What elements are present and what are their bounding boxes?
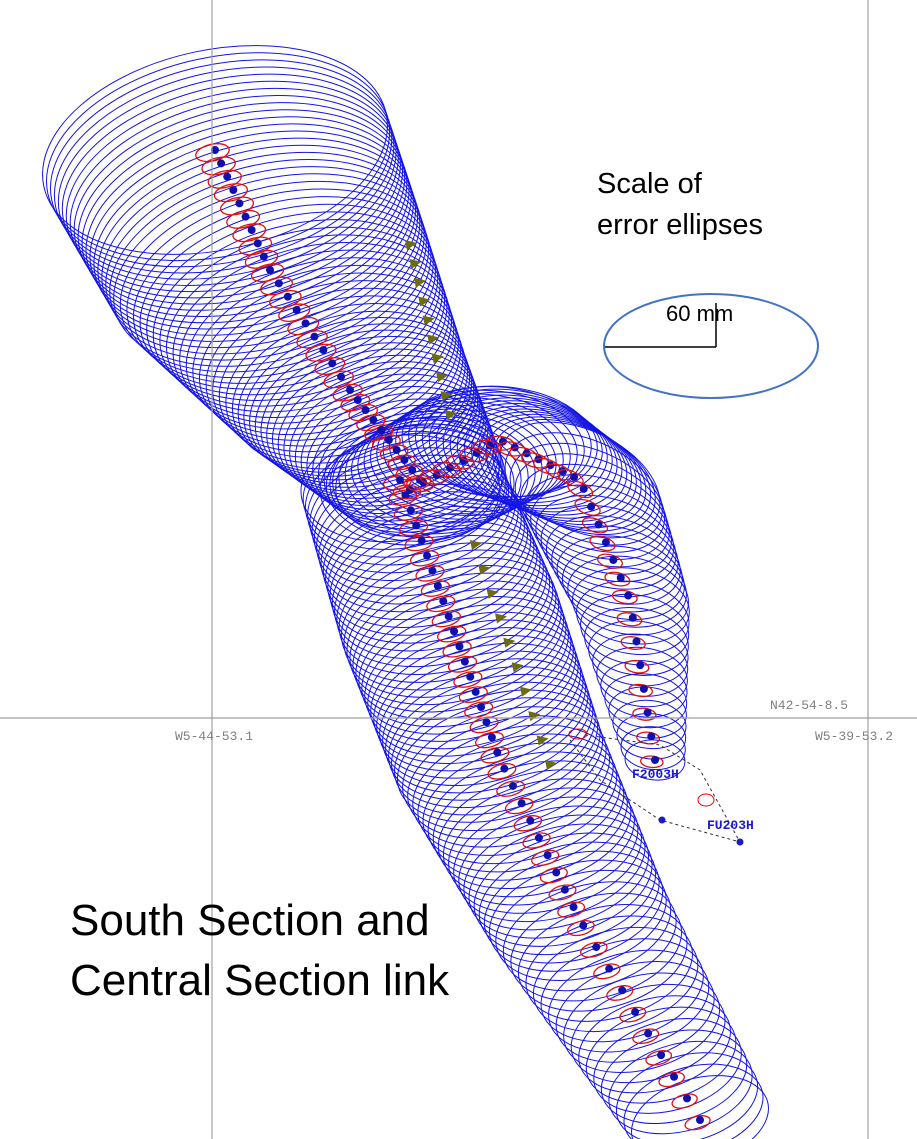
- station-dot: [400, 456, 408, 464]
- station-dot: [617, 574, 625, 582]
- scale-title: Scale of: [597, 168, 703, 200]
- coordinate-label: N42-54-8.5: [770, 698, 848, 713]
- station-dot: [393, 446, 401, 454]
- station-dot: [302, 319, 310, 327]
- station-dot: [346, 386, 354, 394]
- station-dot: [561, 886, 569, 894]
- station-dot: [696, 1116, 704, 1124]
- station-dot: [217, 159, 225, 167]
- station-dot: [235, 199, 243, 207]
- station-dot: [260, 253, 268, 261]
- station-dot: [455, 642, 463, 650]
- station-dot: [518, 799, 526, 807]
- coordinate-label: W5-39-53.2: [815, 729, 893, 744]
- station-dot: [651, 756, 659, 764]
- station-dot: [580, 485, 588, 493]
- diagram: W5-44-53.1 W5-39-53.2 N42-54-8.5 F2003H …: [0, 0, 917, 1139]
- station-dot: [450, 627, 458, 635]
- station-dot: [544, 851, 552, 859]
- station-dot: [624, 592, 632, 600]
- station-dot: [737, 839, 744, 846]
- station-dot: [477, 703, 485, 711]
- station-dot: [618, 986, 626, 994]
- station-dot: [362, 406, 370, 414]
- station-dot: [605, 965, 613, 973]
- station-dot: [223, 173, 231, 181]
- station-dot: [439, 597, 447, 605]
- station-dot: [396, 476, 404, 484]
- station-dot: [659, 817, 666, 824]
- station-dot: [412, 521, 420, 529]
- station-dot: [428, 567, 436, 575]
- station-dot: [670, 1073, 678, 1081]
- station-dot: [636, 661, 644, 669]
- station-dot: [493, 748, 501, 756]
- station-dot: [229, 186, 237, 194]
- station-dot: [482, 718, 490, 726]
- station-dot: [254, 239, 262, 247]
- station-dot: [632, 637, 640, 645]
- caption: South Section and: [70, 896, 430, 945]
- station-label: FU203H: [707, 818, 754, 833]
- station-dot: [293, 306, 301, 314]
- station-dot: [407, 506, 415, 514]
- station-dot: [609, 556, 617, 564]
- station-dot: [337, 373, 345, 381]
- station-dot: [472, 688, 480, 696]
- station-dot: [500, 765, 508, 773]
- station-dot: [640, 685, 648, 693]
- station-dot: [354, 396, 362, 404]
- station-dot: [644, 709, 652, 717]
- station-dot: [248, 226, 256, 234]
- station-dot: [242, 213, 250, 221]
- scale-length: 60 mm: [666, 301, 733, 326]
- station-dot: [629, 614, 637, 622]
- station-dot: [488, 733, 496, 741]
- station-dot: [570, 903, 578, 911]
- station-dot: [377, 426, 385, 434]
- station-dot: [328, 359, 336, 367]
- station-dot: [275, 279, 283, 287]
- station-label: F2003H: [632, 767, 679, 782]
- station-dot: [587, 503, 595, 511]
- coordinate-label: W5-44-53.1: [175, 729, 253, 744]
- station-dot: [434, 582, 442, 590]
- station-dot: [461, 658, 469, 666]
- station-dot: [418, 537, 426, 545]
- station-dot: [592, 943, 600, 951]
- station-dot: [647, 732, 655, 740]
- station-dot: [408, 466, 416, 474]
- station-dot: [683, 1094, 691, 1102]
- station-dot: [552, 868, 560, 876]
- station-dot: [657, 1051, 665, 1059]
- scale-title: error ellipses: [597, 209, 763, 241]
- station-dot: [423, 552, 431, 560]
- station-dot: [445, 612, 453, 620]
- station-dot: [509, 782, 517, 790]
- station-dot: [579, 921, 587, 929]
- station-dot: [310, 333, 318, 341]
- station-dot: [266, 266, 274, 274]
- station-dot: [369, 416, 377, 424]
- station-dot: [466, 673, 474, 681]
- station-dot: [526, 817, 534, 825]
- station-dot: [535, 834, 543, 842]
- station-dot: [595, 520, 603, 528]
- station-dot: [319, 346, 327, 354]
- station-dot: [570, 473, 578, 481]
- station-dot: [631, 1008, 639, 1016]
- station-dot: [385, 436, 393, 444]
- page: {"scale_note": {"line1": "Scale of", "li…: [0, 0, 917, 1139]
- caption: Central Section link: [70, 956, 450, 1005]
- station-dot: [284, 293, 292, 301]
- station-dot: [602, 538, 610, 546]
- station-dot: [644, 1030, 652, 1038]
